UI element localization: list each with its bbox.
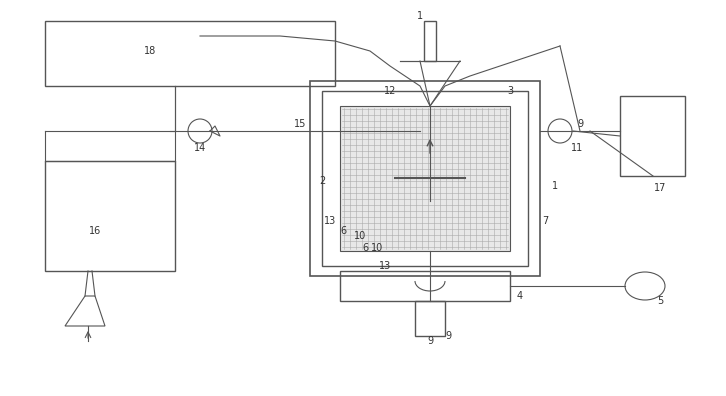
Text: 6: 6 (340, 226, 346, 236)
Text: 1: 1 (552, 181, 558, 191)
Text: 13: 13 (324, 216, 336, 226)
Text: 14: 14 (194, 143, 206, 153)
Text: 9: 9 (577, 119, 583, 129)
FancyBboxPatch shape (340, 106, 510, 251)
Text: 6: 6 (362, 243, 368, 253)
Text: 13: 13 (379, 261, 391, 271)
Text: 5: 5 (657, 296, 663, 306)
Text: 17: 17 (654, 183, 666, 193)
Text: 1: 1 (417, 11, 423, 21)
Text: 3: 3 (507, 86, 513, 96)
Text: 7: 7 (542, 216, 548, 226)
Text: 11: 11 (571, 143, 583, 153)
Text: 4: 4 (517, 291, 523, 301)
Text: 16: 16 (89, 226, 101, 236)
Text: 9: 9 (445, 331, 451, 341)
Text: 18: 18 (144, 46, 156, 56)
Text: 10: 10 (354, 231, 366, 241)
Text: 10: 10 (371, 243, 383, 253)
Text: 12: 12 (384, 86, 396, 96)
Text: 2: 2 (319, 176, 325, 186)
Text: 9: 9 (427, 336, 433, 346)
Text: 15: 15 (294, 119, 306, 129)
